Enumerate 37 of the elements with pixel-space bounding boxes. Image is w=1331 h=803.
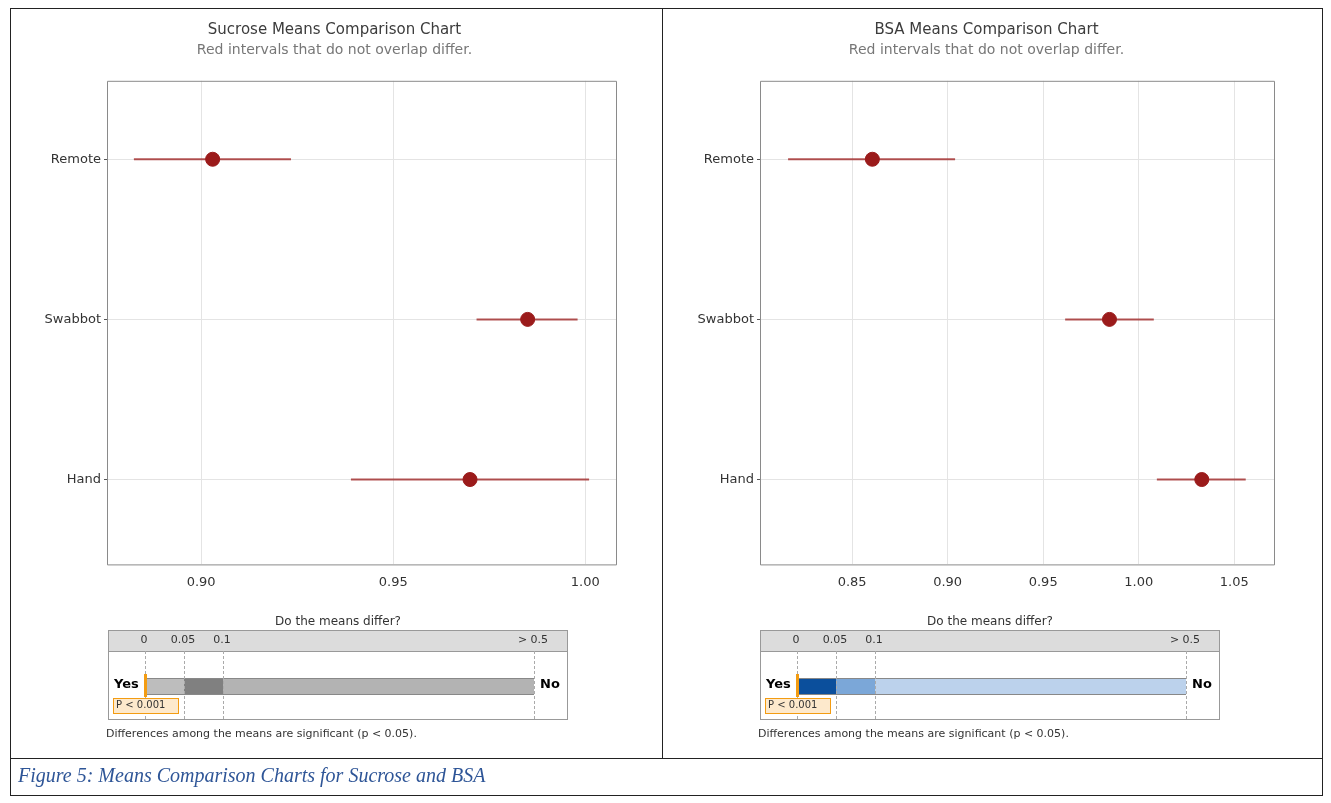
text: Differences among the means are significant (p < 0.05). <box>106 727 417 740</box>
text: Differences among the means are significant (p < 0.05). <box>758 727 1069 740</box>
x-tick-label: 1.05 <box>1219 573 1249 589</box>
text: 0.05 <box>170 633 196 646</box>
chart-subtitle: Red intervals that do not overlap differ. <box>847 41 1126 57</box>
chart-subtitle: Red intervals that do not overlap differ. <box>195 41 474 57</box>
text: Do the means differ? <box>926 614 1054 628</box>
text: 0.05 <box>822 633 848 646</box>
text: No <box>540 676 560 691</box>
text: P < 0.001 <box>768 699 818 710</box>
y-tick-label: Remote <box>703 150 754 166</box>
text: P < 0.001 <box>116 699 166 710</box>
x-tick-label: 0.95 <box>1028 573 1058 589</box>
chart-title: BSA Means Comparison Chart <box>873 20 1100 38</box>
x-tick-label: 0.95 <box>378 573 408 589</box>
text: > 0.5 <box>517 633 549 646</box>
y-tick-label: Swabbot <box>44 310 101 326</box>
text: Do the means differ? <box>274 614 402 628</box>
text: 0.1 <box>865 633 883 646</box>
text: 0 <box>792 633 800 646</box>
text: 0 <box>140 633 148 646</box>
x-tick-label: 1.00 <box>1124 573 1154 589</box>
y-tick-label: Swabbot <box>697 310 754 326</box>
text: Yes <box>114 676 139 691</box>
y-tick-label: Remote <box>50 150 101 166</box>
x-tick-label: 0.90 <box>186 573 216 589</box>
text: > 0.5 <box>1169 633 1201 646</box>
chart-title: Sucrose Means Comparison Chart <box>206 20 463 38</box>
y-tick-label: Hand <box>719 470 754 486</box>
text: 0.1 <box>213 633 231 646</box>
x-tick-label: 1.00 <box>570 573 600 589</box>
y-tick-label: Hand <box>66 470 101 486</box>
text: Yes <box>766 676 791 691</box>
text: No <box>1192 676 1212 691</box>
x-tick-label: 0.90 <box>933 573 963 589</box>
caption: Figure 5: Means Comparison Charts for Sucrose and BSA <box>18 764 486 787</box>
x-tick-label: 0.85 <box>837 573 867 589</box>
